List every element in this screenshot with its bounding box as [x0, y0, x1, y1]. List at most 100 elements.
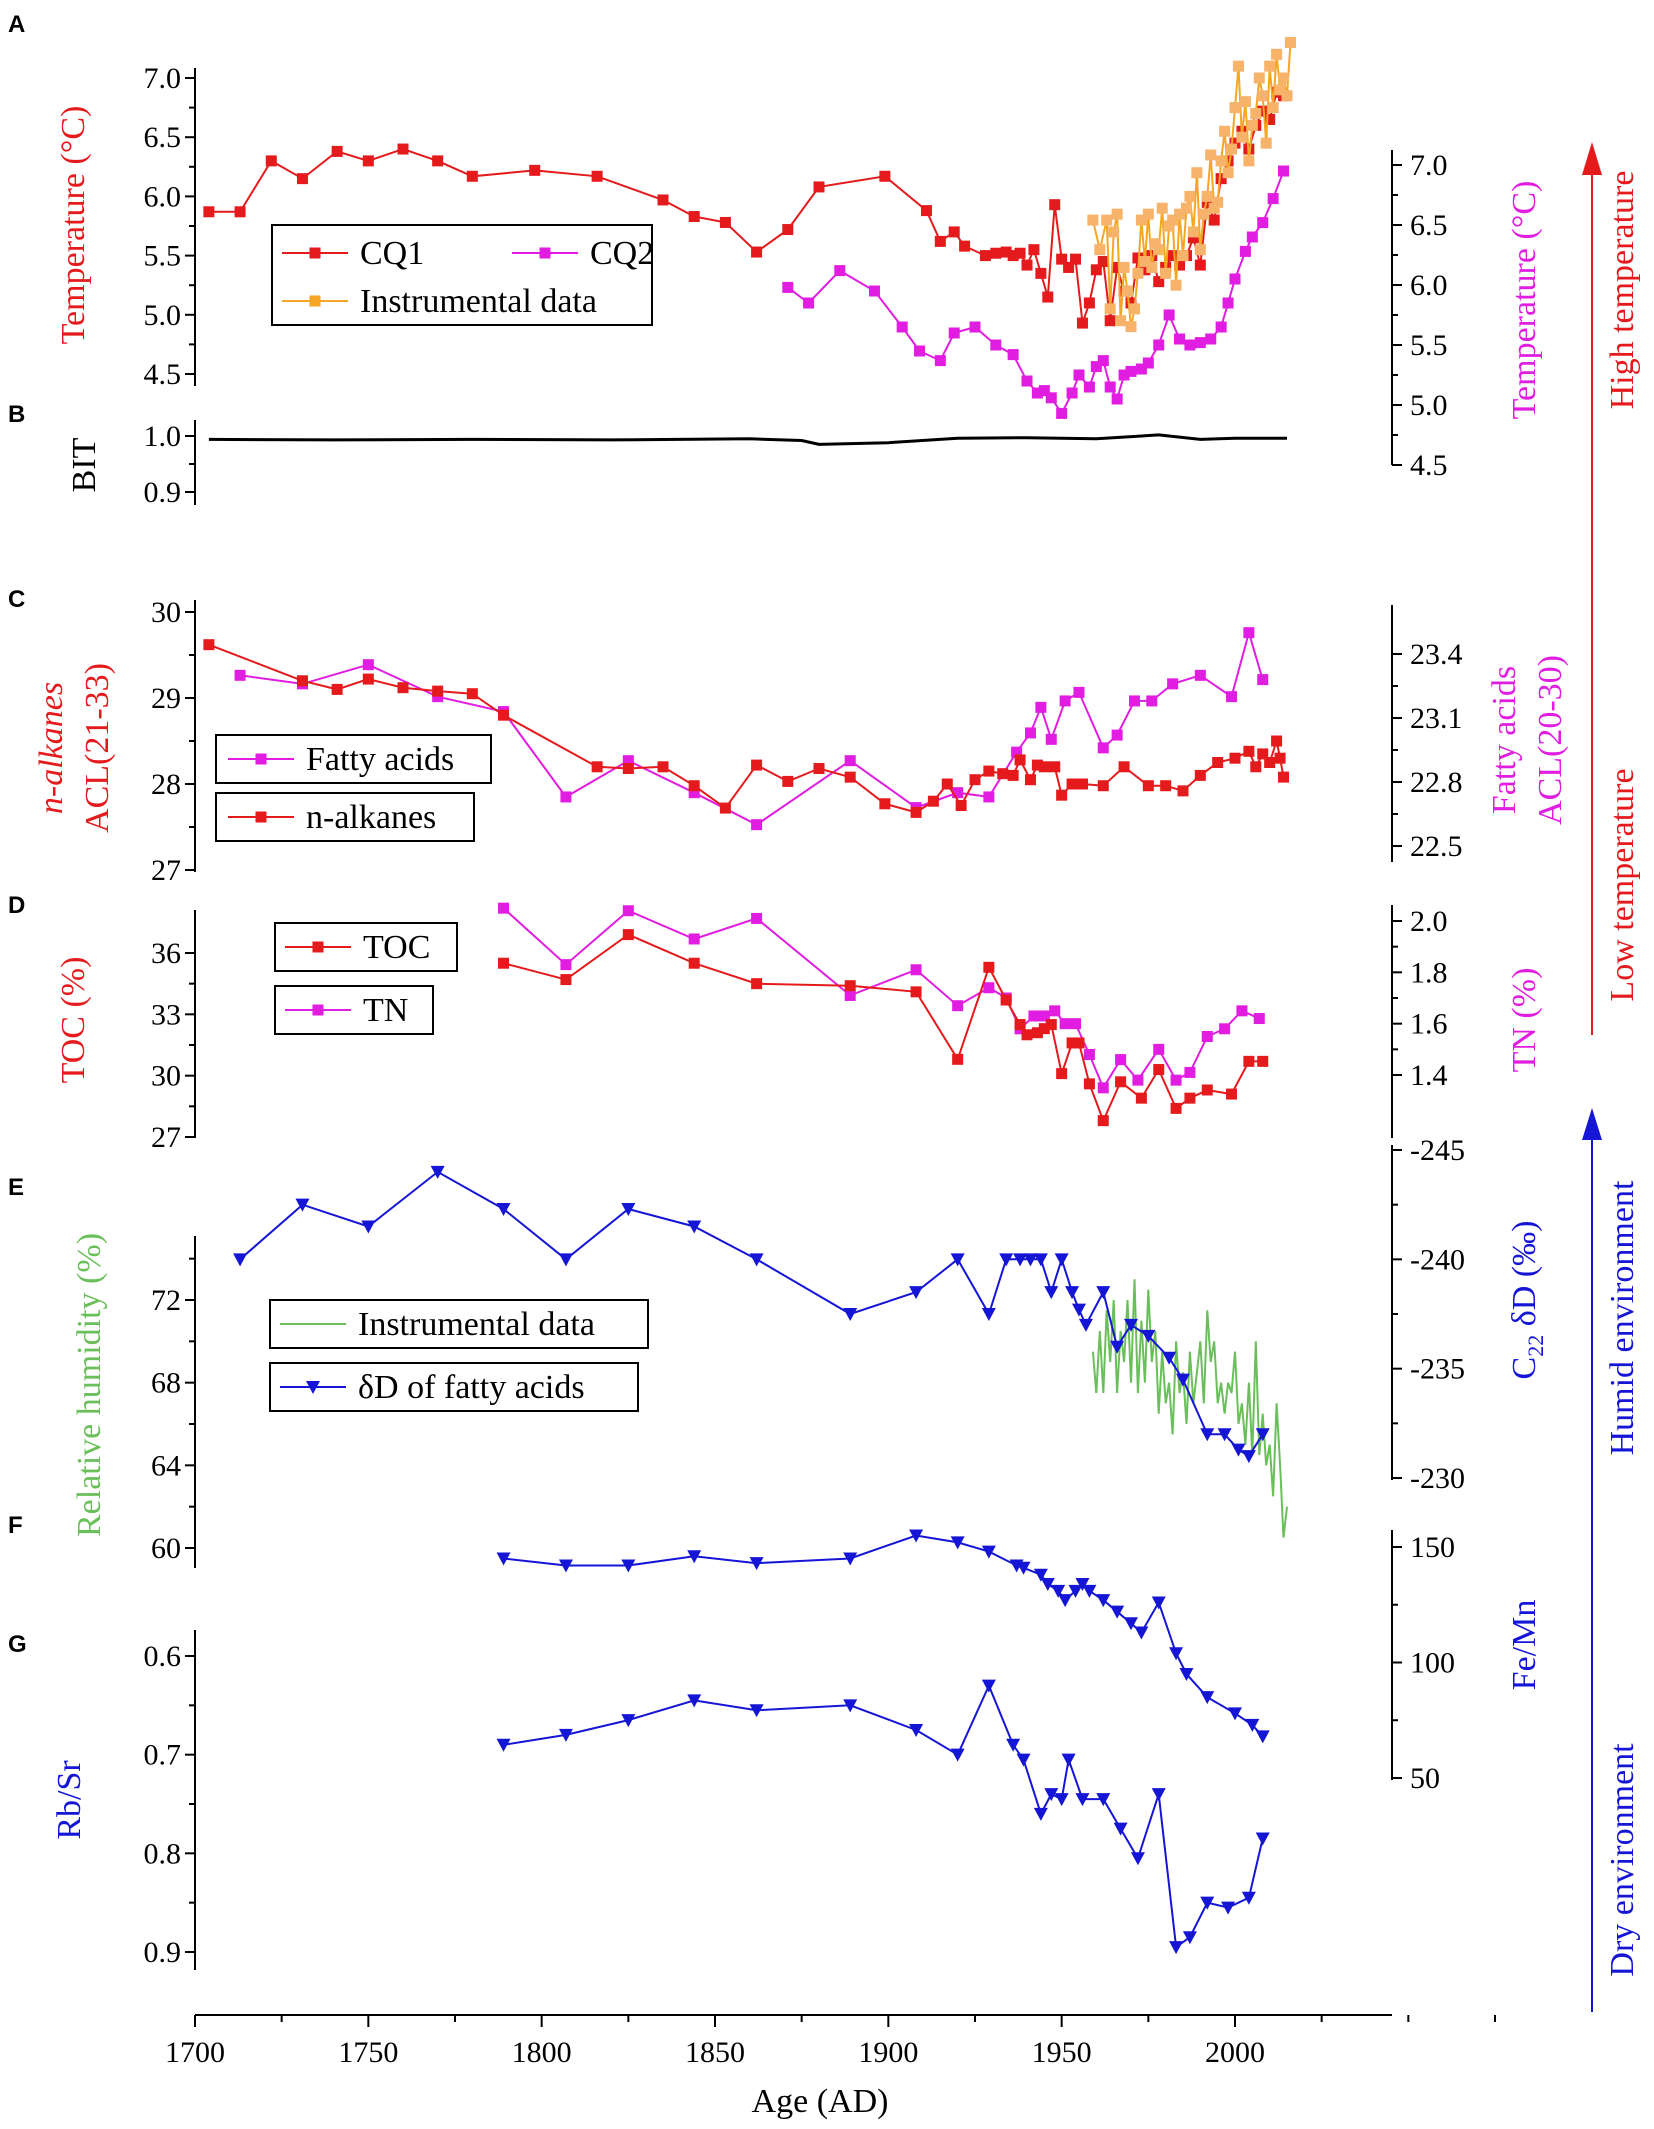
- panel-c-left-ylabel-line2: ACL(21-33): [79, 663, 116, 833]
- panel-c-fatty-acids-point: [622, 755, 634, 767]
- panel-a-cq1-point: [296, 173, 308, 185]
- panel-c-n-alkanes-point: [1024, 774, 1036, 786]
- panel-d-tn-point: [1115, 1054, 1127, 1066]
- panel-c-n-alkanes-point: [719, 802, 731, 814]
- panel-c-n-alkanes-point: [1049, 761, 1061, 773]
- panel-a-cq2-point: [1174, 333, 1186, 345]
- panel-a-cq1-point: [1042, 291, 1054, 303]
- panel-f-femn-point: [1040, 1577, 1055, 1591]
- panel-d-tn-point: [983, 982, 995, 994]
- panel-a-instrumental-point: [1212, 196, 1224, 208]
- x-tick-label: 1950: [1032, 2036, 1092, 2069]
- panel-a-instrumental-point: [1219, 125, 1231, 137]
- panel-f-femn-point: [1255, 1730, 1270, 1744]
- panel-d-toc-point: [1021, 1029, 1033, 1041]
- panel-a-cq2-point: [1184, 339, 1196, 351]
- panel-a-cq1-point: [1153, 276, 1165, 288]
- panel-c-n-alkanes-point: [1118, 761, 1130, 773]
- panel-g-rbsr-point: [909, 1724, 924, 1737]
- panel-c-fatty-acids-legend-label: Fatty acids: [306, 741, 454, 778]
- panel-a-cq1-point: [959, 240, 971, 252]
- panel-a-instrumental-point: [1167, 214, 1179, 226]
- panel-d-right-tick-label: 1.6: [1410, 1008, 1448, 1041]
- panel-d-toc-point: [1066, 1037, 1078, 1049]
- panel-e-dd-point: [749, 1253, 764, 1267]
- panel-c-fatty-acids-point: [1011, 746, 1023, 758]
- panel-c-fatty-acids-point: [1035, 701, 1047, 713]
- panel-a-cq2-point: [1153, 339, 1165, 351]
- panel-d-toc-point: [983, 961, 995, 973]
- panel-a-instrumental-point: [1111, 208, 1123, 220]
- panel-a-cq1-point: [234, 206, 246, 218]
- panel-a-instrumental-point: [1243, 155, 1255, 167]
- panel-e-dd-point: [1054, 1253, 1069, 1267]
- panel-f-femn-point: [621, 1559, 636, 1573]
- panel-g-rbsr-point: [1221, 1901, 1236, 1915]
- panel-a-instrumental-point: [1087, 214, 1099, 226]
- panel-g-rbsr-point: [1200, 1896, 1215, 1910]
- panel-e-dd-point: [295, 1198, 310, 1212]
- panel-f-femn-point: [1110, 1605, 1125, 1619]
- panel-a-right-tick-label: 6.0: [1410, 269, 1448, 302]
- x-axis-label: Age (AD): [752, 2083, 889, 2120]
- panel-c-n-alkanes-point: [622, 763, 634, 775]
- panel-e-left-tick-label: 64: [151, 1449, 181, 1482]
- panel-b-ylabel: BIT: [66, 437, 103, 492]
- panel-a-instrumental-point: [1139, 256, 1151, 268]
- panel-d-toc-point: [1083, 1078, 1095, 1090]
- panel-a-instrumental-point: [1142, 208, 1154, 220]
- panel-d-toc-point: [910, 986, 922, 998]
- panel-f-femn-point: [1058, 1594, 1073, 1608]
- panel-a-cq2-point: [1278, 165, 1290, 177]
- panel-d-tn-point: [1170, 1074, 1182, 1086]
- panel-a-right-tick-label: 5.0: [1410, 389, 1448, 422]
- panel-d-toc-point: [1031, 1027, 1043, 1039]
- panel-g-rbsr-point: [1151, 1788, 1166, 1802]
- panel-label-g: G: [8, 1631, 27, 1658]
- panel-c-n-alkanes-point: [1066, 778, 1078, 790]
- panel-d-toc-point: [1226, 1088, 1238, 1100]
- panel-a-cq1-point: [979, 250, 991, 262]
- panel-a-cq1-point: [719, 216, 731, 228]
- panel-c-fatty-acids-point: [1194, 669, 1206, 681]
- panel-a-cq2-point: [1021, 375, 1033, 387]
- panel-g-rbsr-point: [749, 1704, 764, 1718]
- panel-a-instrumental-point: [1170, 279, 1182, 291]
- panel-d-tn-legend-label: TN: [363, 992, 408, 1029]
- panel-g-rbsr-point: [496, 1738, 511, 1752]
- panel-d-toc-point: [1170, 1102, 1182, 1114]
- panel-f-femn-point: [496, 1552, 511, 1566]
- panel-g-rbsr-point: [1182, 1931, 1197, 1945]
- panel-c-n-alkanes-point: [813, 763, 825, 775]
- panel-a-cq2-point: [1038, 385, 1050, 397]
- panel-a-instrumental-point: [1177, 250, 1189, 262]
- panel-a-cq2-point: [1031, 387, 1043, 399]
- panel-label-b: B: [8, 401, 25, 428]
- panel-d-tn-point: [560, 959, 572, 971]
- panel-f-femn-point: [981, 1545, 996, 1559]
- panel-c-left-tick-label: 28: [151, 768, 181, 801]
- panel-d-tn-point: [498, 902, 510, 914]
- panel-a-right-tick-label: 7.0: [1410, 149, 1448, 182]
- panel-a-cq1-point: [934, 235, 946, 247]
- panel-a-instrumental-point: [1187, 226, 1199, 238]
- panel-label-a: A: [8, 11, 25, 38]
- panel-c-fatty-acids-point: [688, 787, 700, 799]
- panel-e-dd-point: [687, 1220, 702, 1234]
- panel-e-dd-point: [430, 1165, 445, 1179]
- panel-a-cq2-point: [1215, 321, 1227, 333]
- panel-c-n-alkanes-point: [1076, 778, 1088, 790]
- panel-f-right-tick-label: 150: [1410, 1531, 1455, 1564]
- panel-c-n-alkanes-point: [688, 780, 700, 792]
- panel-a-instrumental-point: [1108, 226, 1120, 238]
- panel-a-cq1-point: [529, 164, 541, 176]
- panel-c-fatty-acids-point: [362, 659, 374, 671]
- panel-d-tn-point: [1097, 1082, 1109, 1094]
- panel-e-left-tick-label: 72: [151, 1284, 181, 1317]
- panel-c-n-alkanes-point: [983, 765, 995, 777]
- panel-a-cq1-point: [1090, 264, 1102, 276]
- panel-g-left-tick-label: 0.9: [144, 1936, 182, 1969]
- panel-b-left-tick-label: 0.9: [144, 476, 182, 509]
- panel-a-instrumental-point: [1153, 244, 1165, 256]
- panel-f-femn-point: [1016, 1561, 1031, 1575]
